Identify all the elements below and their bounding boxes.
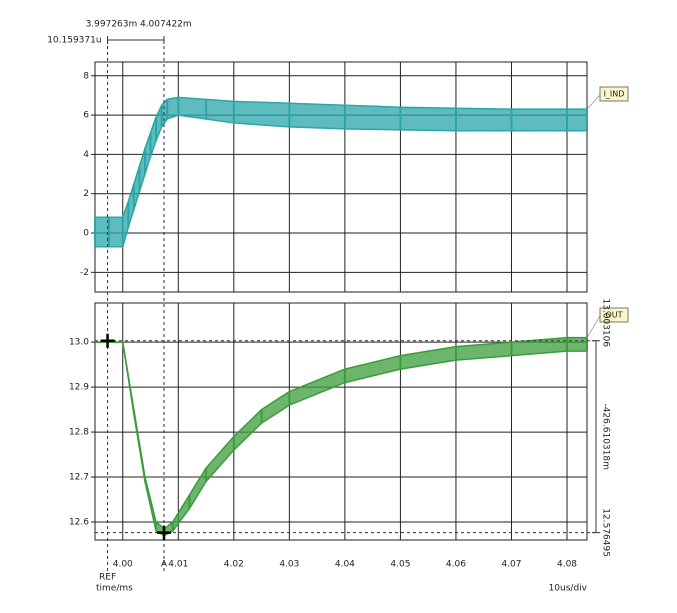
ripple-band [289, 103, 345, 129]
envelope-line [95, 336, 587, 530]
ripple-band [139, 148, 145, 192]
y-tick-label: 0 [83, 229, 89, 239]
ripple-band [344, 105, 401, 130]
x-tick-label: 4.00 [113, 560, 133, 570]
y-tick-label: 12.7 [69, 473, 89, 483]
ripple-band [567, 109, 587, 131]
ripple-band [206, 436, 234, 482]
y-tick-label: 6 [83, 111, 89, 121]
ripple-band [206, 99, 234, 123]
ripple-band [178, 97, 207, 120]
ripple-band [400, 107, 456, 131]
ripple-band [455, 342, 512, 361]
cursor-x-label: 4.007422m [140, 20, 192, 30]
ripple-band [455, 108, 512, 131]
legend-label: OUT [605, 311, 622, 320]
ripple-band [511, 337, 568, 356]
cursor-cross [100, 333, 115, 348]
cursor-y-label: 12.576495 [601, 508, 611, 557]
y-tick-label: 13.0 [69, 338, 89, 348]
y-tick-label: -2 [80, 268, 89, 278]
ripple-band [233, 101, 290, 127]
ripple-band [172, 495, 190, 532]
dx-bracket [107, 36, 165, 44]
scale-label: 10us/div [549, 584, 588, 594]
ripple-band [133, 166, 140, 210]
x-tick-label: 4.07 [501, 560, 521, 570]
ripple-band [400, 346, 456, 370]
legend-box [599, 86, 629, 102]
dx-label: 10.159371u [47, 36, 101, 46]
ripple-band [128, 183, 134, 228]
ripple-band [144, 132, 151, 175]
legend-leader [586, 315, 601, 338]
dy-label: -426.610318m [601, 403, 611, 469]
ripple-band [289, 369, 345, 406]
x-tick-label: 4.01 [168, 560, 188, 570]
cursor-x-label: 3.997263m [86, 20, 138, 30]
ripple-band [95, 217, 109, 247]
ripple-band [150, 117, 157, 157]
y-tick-label: 12.6 [69, 518, 89, 528]
ripple-band [108, 217, 123, 247]
x-axis-label: time/ms [96, 584, 133, 594]
y-tick-label: 2 [83, 189, 89, 199]
envelope-line [95, 114, 587, 248]
cursor-cross [156, 525, 171, 540]
x-tick-label: 4.03 [279, 560, 299, 570]
legend-leader [586, 94, 601, 110]
x-tick-label: 4.05 [390, 560, 410, 570]
top-frame [94, 61, 588, 293]
cursor-name: REF [99, 573, 116, 583]
x-tick-label: 4.06 [446, 560, 466, 570]
bottom-frame [94, 302, 588, 541]
ripple-band [511, 109, 568, 131]
envelope-line [95, 341, 587, 537]
ripple-band [189, 468, 207, 509]
legend-box [599, 307, 629, 323]
ripple-band [261, 391, 290, 424]
x-tick-label: 4.08 [557, 560, 577, 570]
x-tick-label: 4.04 [335, 560, 355, 570]
cursor-y-label: 13.003106 [601, 298, 611, 347]
y-tick-label: 12.8 [69, 428, 89, 438]
ripple-band [233, 409, 262, 451]
x-tick-label: 4.02 [224, 560, 244, 570]
ripple-band [167, 97, 179, 120]
y-tick-label: 12.9 [69, 383, 89, 393]
cursor-name: A [161, 560, 168, 570]
ripple-band [567, 337, 587, 352]
dy-bracket [592, 340, 600, 534]
y-tick-label: 8 [83, 71, 89, 81]
envelope-line [95, 96, 587, 219]
y-tick-label: 4 [83, 150, 89, 160]
legend-label: I_IND [604, 90, 625, 99]
ripple-band [122, 201, 129, 247]
ripple-band [344, 355, 401, 383]
